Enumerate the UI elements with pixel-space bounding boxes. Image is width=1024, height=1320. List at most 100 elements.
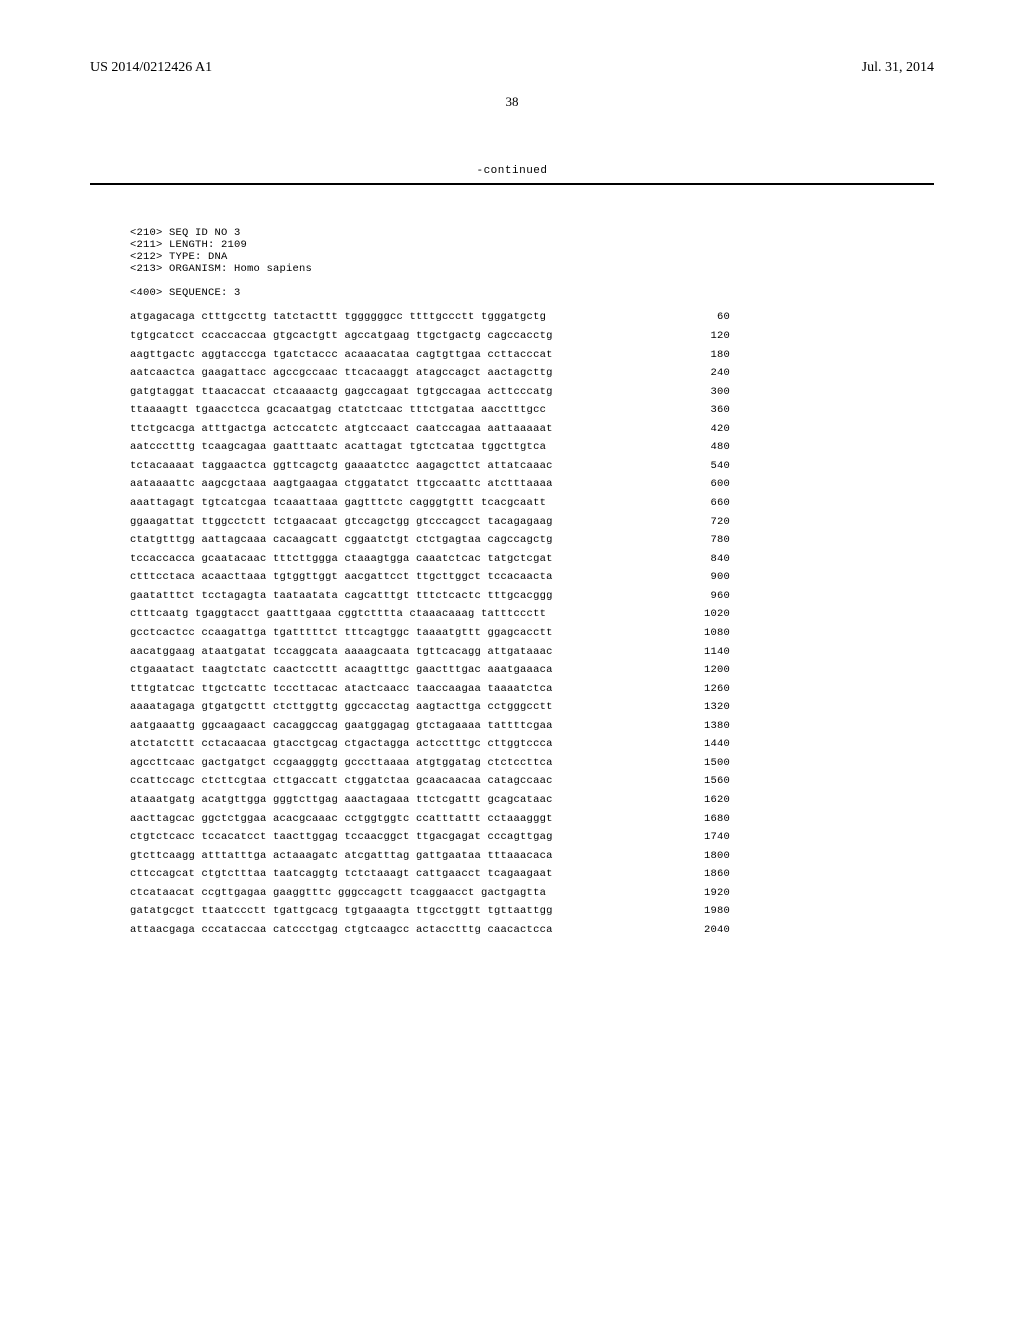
sequence-row: ttaaaagtt tgaacctcca gcacaatgag ctatctca… (130, 404, 730, 416)
sequence-text: atctatcttt cctacaacaa gtacctgcag ctgacta… (130, 738, 553, 750)
sequence-text: gcctcactcc ccaagattga tgatttttct tttcagt… (130, 627, 553, 639)
sequence-text: ctatgtttgg aattagcaaa cacaagcatt cggaatc… (130, 534, 553, 546)
sequence-row: aatccctttg tcaagcagaa gaatttaatc acattag… (130, 441, 730, 453)
sequence-text: aatcaactca gaagattacc agccgccaac ttcacaa… (130, 367, 553, 379)
sequence-position: 1080 (690, 627, 730, 639)
sequence-position: 960 (690, 590, 730, 602)
sequence-row: aataaaattc aagcgctaaa aagtgaagaa ctggata… (130, 478, 730, 490)
sequence-lines-container: atgagacaga ctttgccttg tatctacttt tgggggg… (130, 311, 934, 936)
seq-type-line: <212> TYPE: DNA (130, 251, 228, 263)
sequence-position: 420 (690, 423, 730, 435)
sequence-text: gatatgcgct ttaatccctt tgattgcacg tgtgaaa… (130, 905, 553, 917)
sequence-position: 1740 (690, 831, 730, 843)
sequence-text: gtcttcaagg atttatttga actaaagatc atcgatt… (130, 850, 553, 862)
sequence-text: gaatatttct tcctagagta taataatata cagcatt… (130, 590, 553, 602)
seq-id-line: <210> SEQ ID NO 3 (130, 227, 241, 239)
sequence-text: tctacaaaat taggaactca ggttcagctg gaaaatc… (130, 460, 553, 472)
publication-date: Jul. 31, 2014 (862, 60, 934, 76)
sequence-row: agccttcaac gactgatgct ccgaagggtg gccctta… (130, 757, 730, 769)
sequence-text: ctcataacat ccgttgagaa gaaggtttc gggccagc… (130, 887, 546, 899)
page-number: 38 (90, 94, 934, 110)
sequence-row: gcctcactcc ccaagattga tgatttttct tttcagt… (130, 627, 730, 639)
sequence-row: tctacaaaat taggaactca ggttcagctg gaaaatc… (130, 460, 730, 472)
sequence-position: 1320 (690, 701, 730, 713)
sequence-row: aatcaactca gaagattacc agccgccaac ttcacaa… (130, 367, 730, 379)
sequence-row: ctgtctcacc tccacatcct taacttggag tccaacg… (130, 831, 730, 843)
sequence-position: 600 (690, 478, 730, 490)
sequence-text: gatgtaggat ttaacaccat ctcaaaactg gagccag… (130, 386, 553, 398)
sequence-text: aatgaaattg ggcaagaact cacaggccag gaatgga… (130, 720, 553, 732)
sequence-text: ccattccagc ctcttcgtaa cttgaccatt ctggatc… (130, 775, 553, 787)
sequence-position: 1440 (690, 738, 730, 750)
sequence-position: 1020 (690, 608, 730, 620)
sequence-row: atctatcttt cctacaacaa gtacctgcag ctgacta… (130, 738, 730, 750)
sequence-text: aacatggaag ataatgatat tccaggcata aaaagca… (130, 646, 553, 658)
seq-length-line: <211> LENGTH: 2109 (130, 239, 247, 251)
sequence-row: tccaccacca gcaatacaac tttcttggga ctaaagt… (130, 553, 730, 565)
sequence-position: 360 (690, 404, 730, 416)
sequence-position: 720 (690, 516, 730, 528)
sequence-row: ctttcctaca acaacttaaa tgtggttggt aacgatt… (130, 571, 730, 583)
sequence-text: ctgtctcacc tccacatcct taacttggag tccaacg… (130, 831, 553, 843)
sequence-position: 540 (690, 460, 730, 472)
sequence-position: 180 (690, 349, 730, 361)
sequence-row: gaatatttct tcctagagta taataatata cagcatt… (130, 590, 730, 602)
sequence-text: ttaaaagtt tgaacctcca gcacaatgag ctatctca… (130, 404, 546, 416)
sequence-position: 240 (690, 367, 730, 379)
sequence-position: 1800 (690, 850, 730, 862)
sequence-text: ctgaaatact taagtctatc caactccttt acaagtt… (130, 664, 553, 676)
sequence-position: 1860 (690, 868, 730, 880)
sequence-row: gatgtaggat ttaacaccat ctcaaaactg gagccag… (130, 386, 730, 398)
sequence-row: ggaagattat ttggcctctt tctgaacaat gtccagc… (130, 516, 730, 528)
sequence-text: ctttcaatg tgaggtacct gaatttgaaa cggtcttt… (130, 608, 546, 620)
sequence-position: 1680 (690, 813, 730, 825)
continued-label: -continued (90, 165, 934, 177)
sequence-row: attaacgaga cccataccaa catccctgag ctgtcaa… (130, 924, 730, 936)
sequence-text: aatccctttg tcaagcagaa gaatttaatc acattag… (130, 441, 546, 453)
sequence-text: agccttcaac gactgatgct ccgaagggtg gccctta… (130, 757, 553, 769)
sequence-row: cttccagcat ctgtctttaa taatcaggtg tctctaa… (130, 868, 730, 880)
sequence-position: 660 (690, 497, 730, 509)
sequence-position: 300 (690, 386, 730, 398)
sequence-position: 120 (690, 330, 730, 342)
sequence-position: 1200 (690, 664, 730, 676)
sequence-row: ctcataacat ccgttgagaa gaaggtttc gggccagc… (130, 887, 730, 899)
sequence-row: aaaatagaga gtgatgcttt ctcttggttg ggccacc… (130, 701, 730, 713)
sequence-position: 1260 (690, 683, 730, 695)
sequence-position: 1500 (690, 757, 730, 769)
sequence-row: gatatgcgct ttaatccctt tgattgcacg tgtgaaa… (130, 905, 730, 917)
sequence-text: aacttagcac ggctctggaa acacgcaaac cctggtg… (130, 813, 553, 825)
sequence-row: ctatgtttgg aattagcaaa cacaagcatt cggaatc… (130, 534, 730, 546)
sequence-text: aaaatagaga gtgatgcttt ctcttggttg ggccacc… (130, 701, 553, 713)
sequence-text: ttctgcacga atttgactga actccatctc atgtcca… (130, 423, 553, 435)
sequence-text: atgagacaga ctttgccttg tatctacttt tgggggg… (130, 311, 546, 323)
sequence-text: ataaatgatg acatgttgga gggtcttgag aaactag… (130, 794, 553, 806)
sequence-position: 1920 (690, 887, 730, 899)
sequence-row: aagttgactc aggtacccga tgatctaccc acaaaca… (130, 349, 730, 361)
seq-meta: <210> SEQ ID NO 3 <211> LENGTH: 2109 <21… (130, 227, 934, 299)
sequence-text: ggaagattat ttggcctctt tctgaacaat gtccagc… (130, 516, 553, 528)
header-row: US 2014/0212426 A1 Jul. 31, 2014 (90, 60, 934, 76)
sequence-row: ttctgcacga atttgactga actccatctc atgtcca… (130, 423, 730, 435)
divider-top (90, 183, 934, 185)
sequence-row: ccattccagc ctcttcgtaa cttgaccatt ctggatc… (130, 775, 730, 787)
sequence-row: ctttcaatg tgaggtacct gaatttgaaa cggtcttt… (130, 608, 730, 620)
sequence-row: aacttagcac ggctctggaa acacgcaaac cctggtg… (130, 813, 730, 825)
sequence-text: cttccagcat ctgtctttaa taatcaggtg tctctaa… (130, 868, 553, 880)
sequence-row: gtcttcaagg atttatttga actaaagatc atcgatt… (130, 850, 730, 862)
sequence-row: aaattagagt tgtcatcgaa tcaaattaaa gagtttc… (130, 497, 730, 509)
sequence-position: 1380 (690, 720, 730, 732)
sequence-row: atgagacaga ctttgccttg tatctacttt tgggggg… (130, 311, 730, 323)
sequence-row: tttgtatcac ttgctcattc tcccttacac atactca… (130, 683, 730, 695)
sequence-position: 2040 (690, 924, 730, 936)
publication-number: US 2014/0212426 A1 (90, 60, 212, 76)
seq-sequence-label: <400> SEQUENCE: 3 (130, 287, 241, 299)
sequence-position: 1560 (690, 775, 730, 787)
sequence-block: <210> SEQ ID NO 3 <211> LENGTH: 2109 <21… (130, 227, 934, 936)
sequence-row: aacatggaag ataatgatat tccaggcata aaaagca… (130, 646, 730, 658)
sequence-position: 780 (690, 534, 730, 546)
sequence-text: aaattagagt tgtcatcgaa tcaaattaaa gagtttc… (130, 497, 546, 509)
sequence-position: 1620 (690, 794, 730, 806)
sequence-text: tccaccacca gcaatacaac tttcttggga ctaaagt… (130, 553, 553, 565)
seq-organism-line: <213> ORGANISM: Homo sapiens (130, 263, 312, 275)
